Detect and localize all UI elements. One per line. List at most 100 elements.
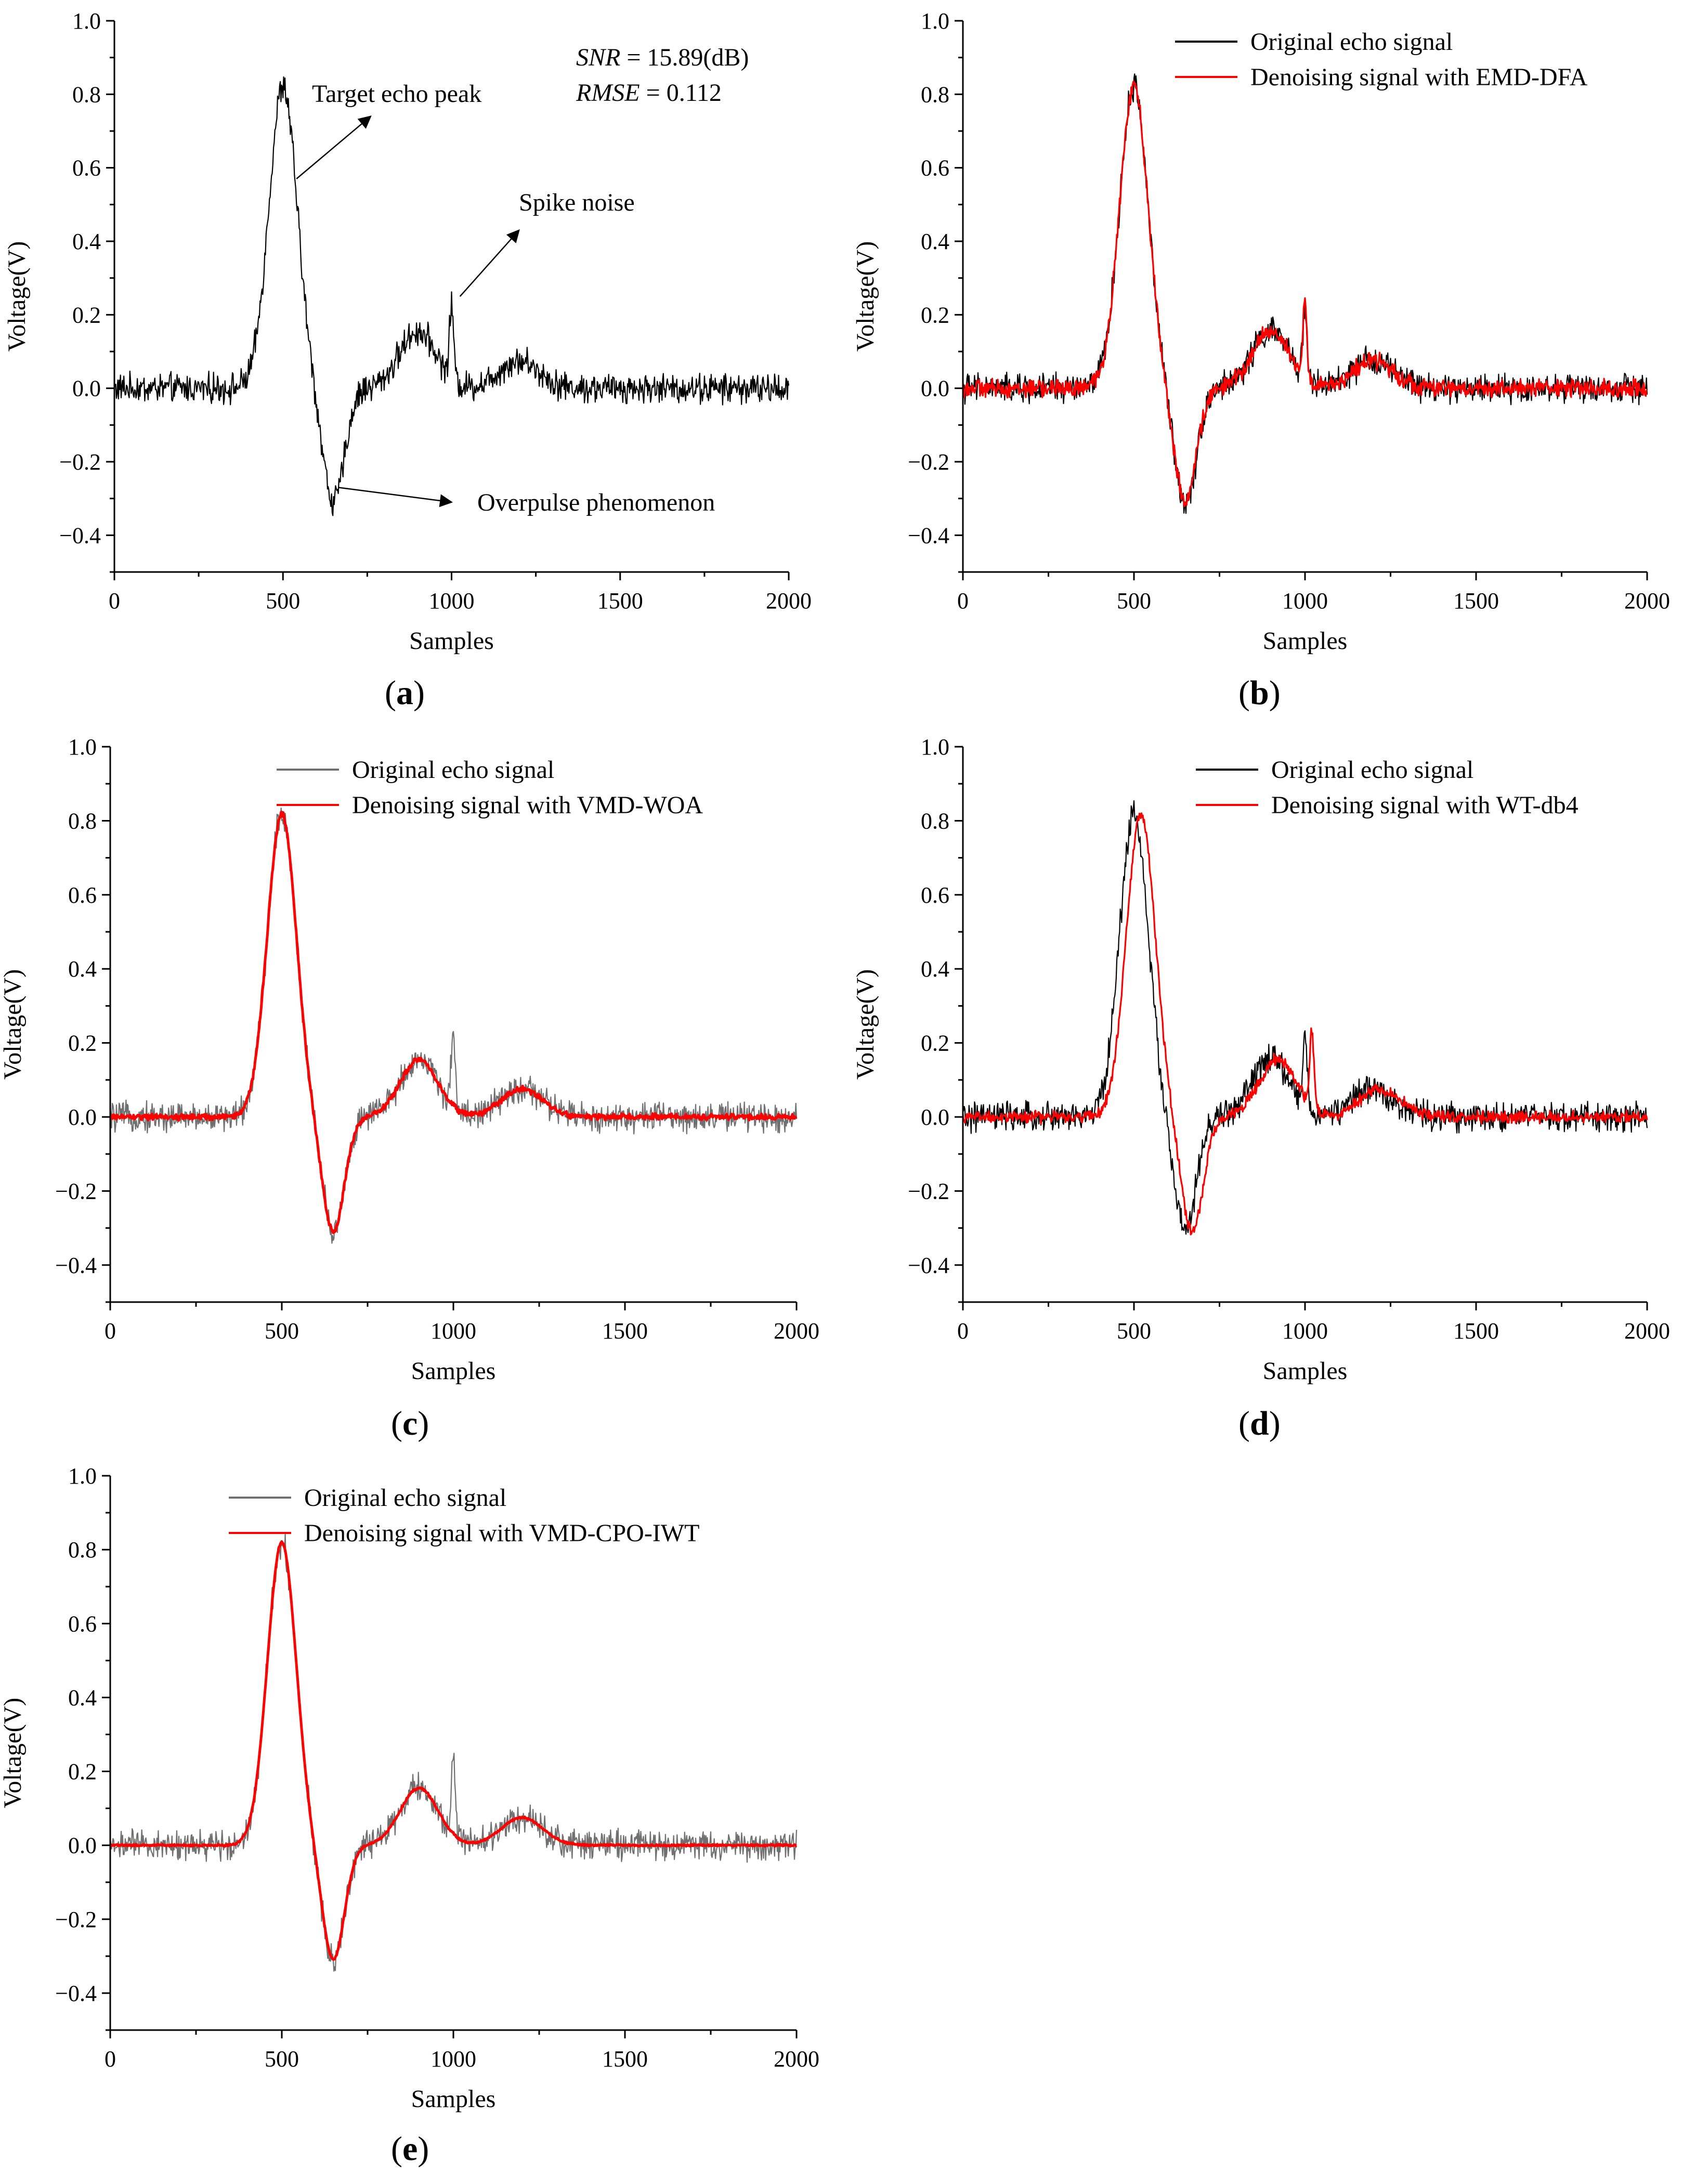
y-tick-label: 0.2 (72, 302, 101, 328)
y-tick-label: −0.2 (55, 1178, 97, 1204)
x-tick-label: 2000 (766, 588, 812, 614)
y-axis-title: Voltage(V) (0, 969, 27, 1080)
y-tick-label: 0.0 (921, 376, 949, 401)
y-tick-label: 0.8 (68, 808, 97, 834)
y-tick-label: 0.8 (921, 82, 949, 107)
legend-entry: Original echo signal (304, 1484, 506, 1512)
y-tick-label: 1.0 (68, 734, 97, 760)
y-tick-label: −0.4 (908, 523, 949, 548)
y-tick-label: 0.0 (921, 1104, 949, 1130)
x-tick-label: 500 (265, 2046, 299, 2072)
y-tick-label: 0.6 (68, 882, 97, 908)
x-tick-label: 1000 (1282, 1318, 1328, 1344)
annotation-label: Spike noise (519, 189, 635, 216)
x-tick-label: 500 (1117, 588, 1151, 614)
caption-a: (a) (385, 674, 425, 712)
series-line-denoised (962, 81, 1648, 508)
y-tick-label: 0.6 (921, 882, 949, 908)
x-tick-label: 1000 (429, 588, 475, 614)
x-tick-label: 1500 (597, 588, 643, 614)
y-axis-title: Voltage(V) (852, 969, 879, 1080)
x-tick-label: 1000 (1282, 588, 1328, 614)
y-tick-label: −0.2 (59, 449, 101, 475)
legend-entry: Denoising signal with EMD-DFA (1250, 63, 1588, 91)
y-tick-label: 1.0 (68, 1463, 97, 1489)
x-axis-title: Samples (411, 1357, 496, 1385)
annotation-label: Overpulse phenomenon (477, 489, 715, 516)
x-axis-title: Samples (409, 627, 494, 655)
snr-metric: SNR = 15.89(dB) (576, 44, 749, 71)
y-tick-label: 0.6 (72, 155, 101, 181)
y-tick-label: 0.2 (921, 1031, 949, 1056)
x-tick-label: 0 (957, 588, 969, 614)
chart-panel-d: −0.4 −0.2 0.0 0.2 0.4 0.6 0.8 1.0 0 500 1000 1500 20… (852, 734, 1670, 1385)
y-axis-title: Voltage(V) (3, 241, 31, 352)
series-line-denoised (962, 812, 1648, 1236)
x-axis-title: Samples (1263, 1357, 1348, 1385)
y-axis-title: Voltage(V) (852, 241, 879, 352)
y-tick-label: 0.8 (68, 1537, 97, 1563)
y-tick-label: 0.2 (68, 1759, 97, 1785)
x-tick-label: 1000 (430, 1318, 476, 1344)
y-tick-label: 0.0 (68, 1104, 97, 1130)
legend-entry: Denoising signal with VMD-WOA (352, 791, 703, 819)
x-axis-title: Samples (1263, 627, 1348, 655)
series-line-original (109, 807, 798, 1244)
x-tick-label: 500 (266, 588, 300, 614)
x-tick-label: 1500 (1453, 588, 1499, 614)
x-tick-label: 2000 (774, 1318, 819, 1344)
annotation-label: Target echo peak (312, 80, 481, 108)
x-tick-label: 500 (1117, 1318, 1151, 1344)
legend-entry: Original echo signal (1250, 28, 1453, 56)
chart-panel-e: −0.4 −0.2 0.0 0.2 0.4 0.6 0.8 1.0 0 500 1000 1500 20… (0, 1463, 819, 2113)
y-tick-label: 0.6 (68, 1611, 97, 1636)
y-tick-label: 0.2 (68, 1031, 97, 1056)
rmse-metric: RMSE = 0.112 (576, 79, 722, 107)
y-tick-label: 0.4 (921, 229, 949, 254)
y-tick-label: 1.0 (72, 8, 101, 34)
x-tick-label: 2000 (1624, 1318, 1670, 1344)
legend-entry: Original echo signal (352, 756, 554, 784)
legend-entry: Original echo signal (1271, 756, 1473, 784)
y-tick-label: 0.6 (921, 155, 949, 181)
series-line-denoised (109, 1540, 798, 1961)
y-tick-label: 0.0 (68, 1833, 97, 1858)
chart-panel-a: −0.4 −0.2 0.0 0.2 0.4 0.6 0.8 1.0 0 500 1000 1500 20… (3, 8, 812, 655)
chart-panel-b: −0.4 −0.2 0.0 0.2 0.4 0.6 0.8 1.0 0 500 1000 1500 20… (852, 8, 1670, 655)
x-axis-title: Samples (411, 2085, 496, 2113)
caption-c: (c) (391, 1405, 429, 1442)
y-tick-label: −0.4 (55, 1253, 97, 1278)
x-tick-label: 0 (105, 2046, 116, 2072)
y-tick-label: 0.4 (921, 956, 949, 982)
series-line-original (113, 76, 790, 516)
y-tick-label: 0.4 (72, 229, 101, 254)
series-line-original (962, 73, 1648, 514)
y-tick-label: −0.4 (908, 1253, 949, 1278)
x-tick-label: 2000 (774, 2046, 819, 2072)
y-tick-label: −0.2 (908, 1178, 949, 1204)
y-tick-label: −0.2 (908, 449, 949, 475)
x-tick-label: 500 (265, 1318, 299, 1344)
y-tick-label: 0.2 (921, 302, 949, 328)
y-tick-label: 0.4 (68, 956, 97, 982)
legend-entry: Denoising signal with WT-db4 (1271, 791, 1578, 819)
caption-e: (e) (391, 2130, 429, 2168)
y-tick-label: 0.4 (68, 1685, 97, 1710)
caption-b: (b) (1238, 674, 1281, 712)
y-tick-label: −0.2 (55, 1907, 97, 1932)
caption-d: (d) (1238, 1405, 1281, 1442)
series-line-original (962, 800, 1648, 1235)
y-tick-label: −0.4 (55, 1981, 97, 2006)
x-tick-label: 0 (109, 588, 120, 614)
y-tick-label: 1.0 (921, 8, 949, 34)
x-tick-label: 1500 (1453, 1318, 1499, 1344)
y-tick-label: 0.8 (921, 808, 949, 834)
y-tick-label: 0.0 (72, 376, 101, 401)
x-tick-label: 2000 (1624, 588, 1670, 614)
series-line-original (109, 1533, 798, 1972)
series-line-denoised (109, 811, 798, 1234)
legend-entry: Denoising signal with VMD-CPO-IWT (304, 1519, 699, 1547)
x-tick-label: 1500 (602, 1318, 648, 1344)
y-tick-label: −0.4 (59, 523, 101, 548)
annotation-arrow (296, 115, 372, 179)
